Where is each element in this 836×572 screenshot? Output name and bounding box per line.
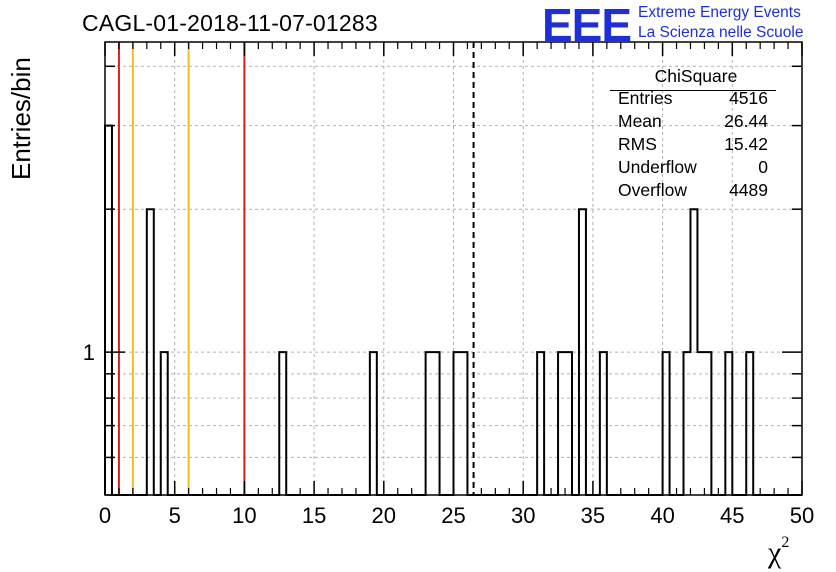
stats-value: 26.44 bbox=[724, 111, 768, 131]
axis-tick-labels: 0 5 10 15 20 25 30 35 40 45 50 1 bbox=[83, 340, 814, 528]
x-tick-label: 30 bbox=[511, 503, 535, 528]
x-axis-label-exponent: 2 bbox=[781, 534, 790, 551]
x-tick-label: 10 bbox=[232, 503, 256, 528]
stats-row: Mean 26.44 bbox=[610, 110, 776, 133]
stats-row: RMS 15.42 bbox=[610, 133, 776, 156]
stats-box-divider bbox=[610, 90, 776, 91]
stats-box-title: ChiSquare bbox=[654, 66, 738, 86]
stats-label: Mean bbox=[618, 111, 662, 131]
x-tick-label: 40 bbox=[650, 503, 674, 528]
x-tick-label: 5 bbox=[169, 503, 181, 528]
y-tick-label: 1 bbox=[83, 340, 95, 365]
stats-label: Overflow bbox=[618, 180, 688, 200]
x-tick-label: 25 bbox=[441, 503, 465, 528]
axis-ticks bbox=[104, 42, 803, 496]
x-tick-label: 35 bbox=[581, 503, 605, 528]
stats-row: Overflow 4489 bbox=[610, 179, 776, 202]
x-tick-label: 50 bbox=[790, 503, 814, 528]
eee-logo-mark: EEE bbox=[542, 0, 632, 51]
stats-label: Underflow bbox=[618, 157, 697, 177]
reference-lines bbox=[117, 42, 475, 495]
histogram-bin bbox=[105, 126, 112, 495]
stats-value: 4516 bbox=[729, 88, 768, 108]
x-tick-label: 15 bbox=[302, 503, 326, 528]
stats-row: Entries 4516 bbox=[610, 87, 776, 110]
stats-box: ChiSquare Entries 4516 Mean 26.44 RMS 15.42… bbox=[610, 66, 776, 202]
stats-value: 15.42 bbox=[724, 134, 768, 154]
logo-line-2: La Scienza nelle Scuole bbox=[638, 24, 804, 41]
stats-value: 4489 bbox=[729, 180, 768, 200]
stats-label: Entries bbox=[618, 88, 673, 108]
stats-label: RMS bbox=[618, 134, 657, 154]
chart-title: CAGL-01-2018-11-07-01283 bbox=[82, 10, 378, 36]
x-axis-label-base: χ bbox=[768, 536, 782, 569]
x-tick-label: 20 bbox=[372, 503, 396, 528]
x-axis-label: χ2 bbox=[768, 534, 790, 570]
stats-row: Underflow 0 bbox=[610, 156, 776, 179]
stats-value: 0 bbox=[758, 157, 768, 177]
x-tick-label: 0 bbox=[99, 503, 111, 528]
logo-line-1: Extreme Energy Events bbox=[638, 4, 801, 21]
x-tick-label: 45 bbox=[720, 503, 744, 528]
y-axis-label: Entries/bin bbox=[6, 57, 36, 180]
